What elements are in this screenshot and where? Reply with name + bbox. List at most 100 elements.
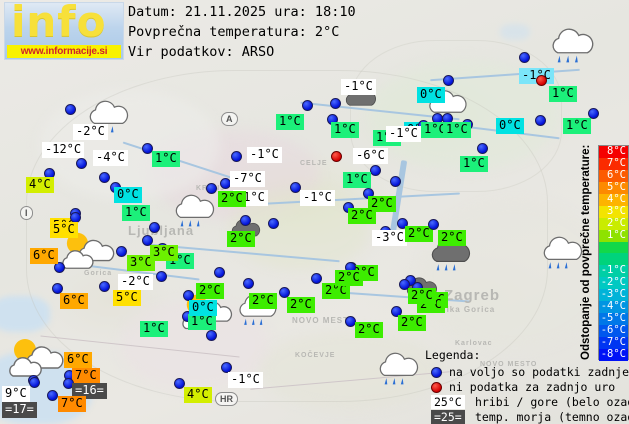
station-dot-available[interactable] [330, 98, 341, 109]
station-dot-available[interactable] [142, 143, 153, 154]
scale-band: -2°C [599, 276, 628, 290]
station-dot-available[interactable] [240, 215, 251, 226]
station-dot-available[interactable] [519, 52, 530, 63]
station-temperature-label: 2°C [218, 191, 246, 207]
station-temperature-label: 1°C [140, 321, 168, 337]
station-dot-available[interactable] [391, 306, 402, 317]
station-dot-available[interactable] [206, 183, 217, 194]
station-dot-available[interactable] [268, 218, 279, 229]
station-temperature-label: 2°C [335, 270, 363, 286]
station-temperature-label: 1°C [460, 156, 488, 172]
legend-row-label: hribi / gore (belo ozadje) [475, 395, 629, 409]
lake-patch [500, 24, 530, 40]
station-temperature-label: 3°C [150, 245, 178, 261]
station-dot-available[interactable] [345, 316, 356, 327]
scale-band: -3°C [599, 288, 628, 302]
placename: Karlovac [455, 340, 493, 347]
temperature-deviation-scale: 8°C 7°C 6°C 5°C 4°C 3°C 2°C 1°C -1°C -2°C -3°C -4°C… [598, 145, 629, 361]
scale-band: -4°C [599, 300, 628, 314]
station-temperature-label: 2°C [405, 226, 433, 242]
station-temperature-label: 2°C [438, 230, 466, 246]
station-dot-available[interactable] [399, 279, 410, 290]
scale-band: -7°C [599, 336, 628, 349]
legend: Legenda: na voljo so podatki zadnje uren… [425, 348, 629, 424]
station-temperature-label: 2°C [249, 293, 277, 309]
scale-band [599, 253, 628, 266]
station-temperature-label: 2°C [322, 283, 350, 299]
map-marker: I [20, 206, 33, 220]
header: info www.informacije.si Datum: 21.11.202… [0, 0, 629, 66]
station-dot-available[interactable] [390, 176, 401, 187]
station-dot-available[interactable] [397, 218, 408, 229]
station-dot-available[interactable] [76, 158, 87, 169]
station-temperature-label: -4°C [93, 150, 128, 166]
station-temperature-label: 1°C [343, 172, 371, 188]
station-dot-no-data[interactable] [331, 151, 342, 162]
station-dot-available[interactable] [243, 278, 254, 289]
placename: NOVO MESTO [292, 316, 357, 325]
map-marker: A [221, 112, 238, 126]
station-dot-available[interactable] [47, 390, 58, 401]
station-temperature-label: 3°C [127, 255, 155, 271]
station-temperature-label: -1°C [300, 190, 335, 206]
station-dot-available[interactable] [290, 182, 301, 193]
station-dot-available[interactable] [183, 290, 194, 301]
station-dot-available[interactable] [142, 235, 153, 246]
station-dot-available[interactable] [231, 151, 242, 162]
station-temperature-label: 1°C [443, 122, 471, 138]
station-dot-available[interactable] [174, 378, 185, 389]
station-temperature-label: 2°C [355, 322, 383, 338]
station-temperature-label: -2°C [118, 274, 153, 290]
sun-cloud-icon [4, 334, 66, 386]
station-temperature-label: 1°C [563, 118, 591, 134]
map-marker: HR [215, 392, 238, 406]
station-dot-available[interactable] [99, 281, 110, 292]
station-temperature-label: 1°C [276, 114, 304, 130]
station-dot-available[interactable] [54, 262, 65, 273]
station-dot-available[interactable] [52, 283, 63, 294]
station-dot-available[interactable] [206, 330, 217, 341]
station-temperature-label: 1°C [549, 86, 577, 102]
station-temperature-label: -1°C [341, 79, 376, 95]
legend-mountain-chip: 25°C [431, 395, 465, 409]
station-dot-available[interactable] [99, 172, 110, 183]
cloud-rain-white-icon [536, 232, 590, 280]
station-dot-available[interactable] [302, 100, 313, 111]
station-dot-available[interactable] [29, 377, 40, 388]
station-dot-available[interactable] [279, 287, 290, 298]
station-dot-available[interactable] [214, 267, 225, 278]
station-dot-no-data[interactable] [536, 75, 547, 86]
legend-sea-chip: =25= [431, 410, 465, 424]
station-temperature-label: -3°C [372, 230, 407, 246]
station-dot-available[interactable] [370, 165, 381, 176]
scale-band [599, 241, 628, 254]
legend-row-label: na voljo so podatki zadnje ure [449, 365, 629, 379]
sea-temperature-label: =16= [72, 383, 107, 399]
station-temperature-label: 2°C [408, 288, 436, 304]
station-dot-available[interactable] [65, 104, 76, 115]
placename: KOČEVJE [295, 352, 336, 359]
station-dot-available[interactable] [428, 219, 439, 230]
station-dot-available[interactable] [443, 75, 454, 86]
station-dot-available[interactable] [588, 108, 599, 119]
station-dot-available[interactable] [477, 143, 488, 154]
station-dot-available[interactable] [535, 115, 546, 126]
scale-band: -5°C [599, 312, 628, 326]
station-dot-available[interactable] [311, 273, 322, 284]
station-temperature-label: -7°C [230, 171, 265, 187]
sea-temperature-label: =17= [2, 402, 37, 418]
scale-band: -1°C [599, 264, 628, 278]
site-logo[interactable]: info www.informacije.si [4, 2, 124, 60]
cloud-rain-white-icon [544, 24, 602, 74]
station-temperature-label: -12°C [42, 142, 85, 158]
station-dot-available[interactable] [116, 246, 127, 257]
station-dot-available[interactable] [149, 222, 160, 233]
station-temperature-label: 7°C [58, 396, 86, 412]
station-dot-available[interactable] [221, 362, 232, 373]
region-outline [350, 40, 562, 192]
station-dot-available[interactable] [156, 271, 167, 282]
station-temperature-label: 7°C [72, 368, 100, 384]
scale-band: 3°C [599, 205, 628, 218]
station-temperature-label: 4°C [184, 387, 212, 403]
